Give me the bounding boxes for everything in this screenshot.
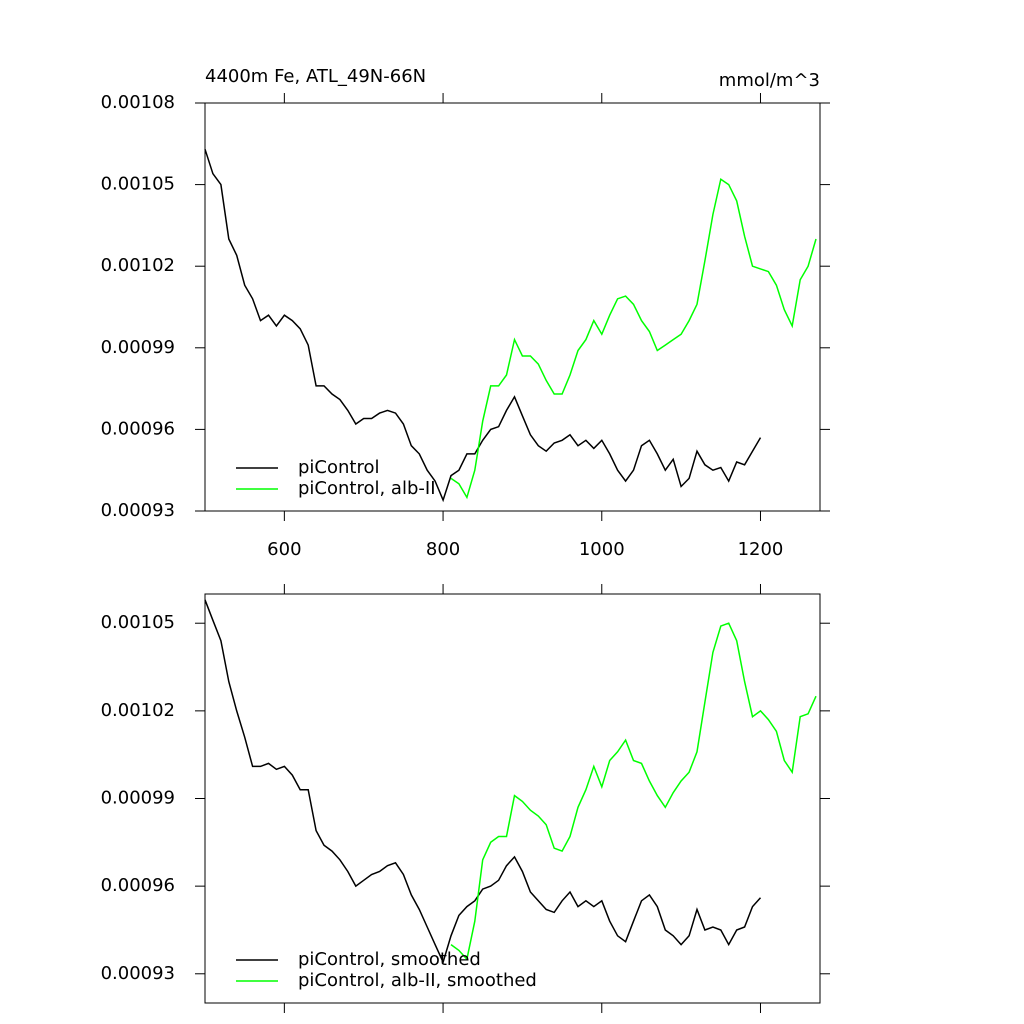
y-tick-label: 0.00093 — [101, 963, 175, 984]
data-line — [450, 622, 817, 961]
x-tick-label: 1200 — [738, 539, 784, 560]
y-tick-label: 0.00096 — [101, 875, 175, 896]
y-tick-label: 0.00102 — [101, 255, 175, 276]
y-tick-label: 0.00096 — [101, 418, 175, 439]
y-tick-label: 0.00105 — [101, 612, 175, 633]
y-tick-label: 0.00108 — [101, 92, 175, 113]
x-tick-label: 1000 — [579, 539, 625, 560]
y-tick-label: 0.00105 — [101, 174, 175, 195]
x-tick-label: 600 — [267, 539, 301, 560]
legend-label: piControl, alb-II, smoothed — [298, 970, 537, 991]
data-line — [204, 599, 762, 965]
x-tick-label: 800 — [426, 539, 460, 560]
y-tick-label: 0.00093 — [101, 500, 175, 521]
y-tick-label: 0.00099 — [101, 337, 175, 358]
data-line — [204, 148, 762, 503]
units-label: mmol/m^3 — [719, 70, 820, 91]
legend-label: piControl, alb-II — [298, 478, 436, 499]
y-tick-label: 0.00099 — [101, 788, 175, 809]
chart-title: 4400m Fe, ATL_49N-66N — [205, 66, 426, 87]
legend-label: piControl — [298, 457, 380, 478]
data-line — [450, 177, 817, 500]
y-tick-label: 0.00102 — [101, 700, 175, 721]
legend-label: piControl, smoothed — [298, 949, 481, 970]
plot-frame — [204, 102, 821, 512]
